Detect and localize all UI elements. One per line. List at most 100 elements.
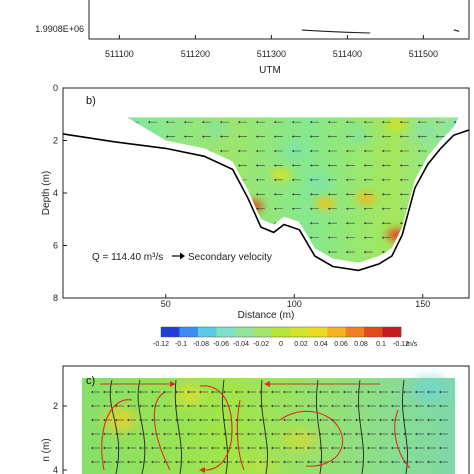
panel-c-arrowhead [367,390,369,394]
velocity-arrowhead [381,221,384,225]
velocity-arrowhead [165,120,168,124]
velocity-arrowhead [345,221,348,225]
velocity-arrowhead [345,149,348,153]
velocity-arrowhead [363,250,366,254]
colorbar-tick-label: 0.06 [334,341,348,348]
panel-c-arrowhead [427,460,429,464]
panel-b-ytick-label: 0 [53,83,58,93]
velocity-hotspot [387,118,408,131]
panel-a: 1.9908E+06 511100 511200 511300 511400 51150… [35,0,470,76]
velocity-arrowhead [399,221,402,225]
panel-c-arrowhead [295,390,297,394]
velocity-arrowhead [309,120,312,124]
velocity-arrowhead [345,207,348,211]
velocity-arrowhead [291,207,294,211]
panel-c-arrowhead [379,460,381,464]
velocity-arrowhead [435,135,438,138]
panel-c-arrowhead [259,418,261,422]
legend-arrow-icon [172,252,185,260]
panel-c-arrowhead [211,460,213,464]
panel-c-arrowhead [391,432,393,436]
panel-c-arrowhead [367,446,369,450]
panel-c-arrowhead [235,404,237,408]
panel-c-arrowhead [91,404,93,408]
velocity-arrowhead [417,164,420,167]
colorbar-unit: m/s [406,341,418,348]
panel-c-arrowhead [223,418,225,422]
panel-c-arrowhead [415,446,417,450]
panel-c-arrowhead [235,460,237,464]
velocity-arrowhead [255,149,258,153]
panel-c-arrowhead [103,432,105,436]
panel-c-arrowhead [295,446,297,450]
panel-c-arrowhead [391,460,393,464]
velocity-arrowhead [327,149,330,153]
colorbar-tick-label: -0.08 [193,341,209,348]
panel-c-arrowhead [247,446,249,450]
velocity-arrowhead [255,207,258,211]
velocity-arrowhead [273,135,276,138]
velocity-arrowhead [381,164,384,167]
velocity-arrowhead [201,120,204,124]
colorbar-cell [161,327,180,337]
velocity-arrowhead [363,135,366,138]
colorbar-cell [345,327,365,337]
panel-c-arrowhead [283,460,285,464]
panel-c-arrowhead [235,446,237,450]
velocity-arrowhead [291,149,294,153]
panel-c-arrowhead [295,460,297,464]
panel-c-arrowhead [163,404,165,408]
colorbar-tick-label: -0.12 [153,341,169,348]
panel-c-arrowhead [391,404,393,408]
panel-c-arrowhead [211,404,213,408]
panel-c-arrowhead [307,446,309,450]
panel-c-arrowhead [439,390,441,394]
legend-label: Secondary velocity [188,252,272,263]
panel-c-arrowhead [151,390,153,394]
panel-c-arrowhead [367,432,369,436]
velocity-arrowhead [381,250,384,254]
panel-c-arrowhead [199,432,201,436]
panel-c-arrowhead [223,390,225,394]
panel-c-arrowhead [103,460,105,464]
colorbar-tick-label: 0.1 [376,341,386,348]
panel-c-arrowhead [439,418,441,422]
velocity-arrowhead [327,207,330,211]
panel-c-arrowhead [379,404,381,408]
panel-c-arrowhead [151,404,153,408]
panel-c-arrowhead [439,404,441,408]
panel-c-arrowhead [259,404,261,408]
panel-c-arrowhead [91,460,93,464]
panel-c-arrowhead [307,390,309,394]
velocity-arrowhead [417,135,420,138]
panel-c-arrowhead [367,460,369,464]
panel-c-arrowhead [331,418,333,422]
velocity-arrowhead [273,193,276,196]
velocity-arrowhead [363,149,366,153]
colorbar-cell [308,327,328,337]
panel-c-arrowhead [415,460,417,464]
velocity-arrowhead [399,207,402,211]
panel-c-arrowhead [283,390,285,394]
panel-c-arrowhead [355,404,357,408]
velocity-slice [127,117,459,263]
velocity-arrowhead [345,250,348,254]
panel-c-arrowhead [355,460,357,464]
panel-c-arrowhead [283,418,285,422]
panel-c-arrowhead [187,404,189,408]
panel-c-arrowhead [199,390,201,394]
panel-c-arrowhead [427,418,429,422]
panel-c-arrowhead [259,390,261,394]
velocity-arrowhead [399,164,402,167]
colorbar-cell [271,327,291,337]
panel-c-arrowhead [91,446,93,450]
velocity-arrowhead [309,193,312,196]
panel-c-arrowhead [271,460,273,464]
panel-c-arrowhead [223,404,225,408]
panel-c-arrowhead [247,460,249,464]
velocity-arrowhead [237,135,240,138]
velocity-cool-patch [346,128,371,143]
velocity-arrowhead [255,193,258,196]
panel-c-arrowhead [343,446,345,450]
panel-c-arrowhead [151,418,153,422]
